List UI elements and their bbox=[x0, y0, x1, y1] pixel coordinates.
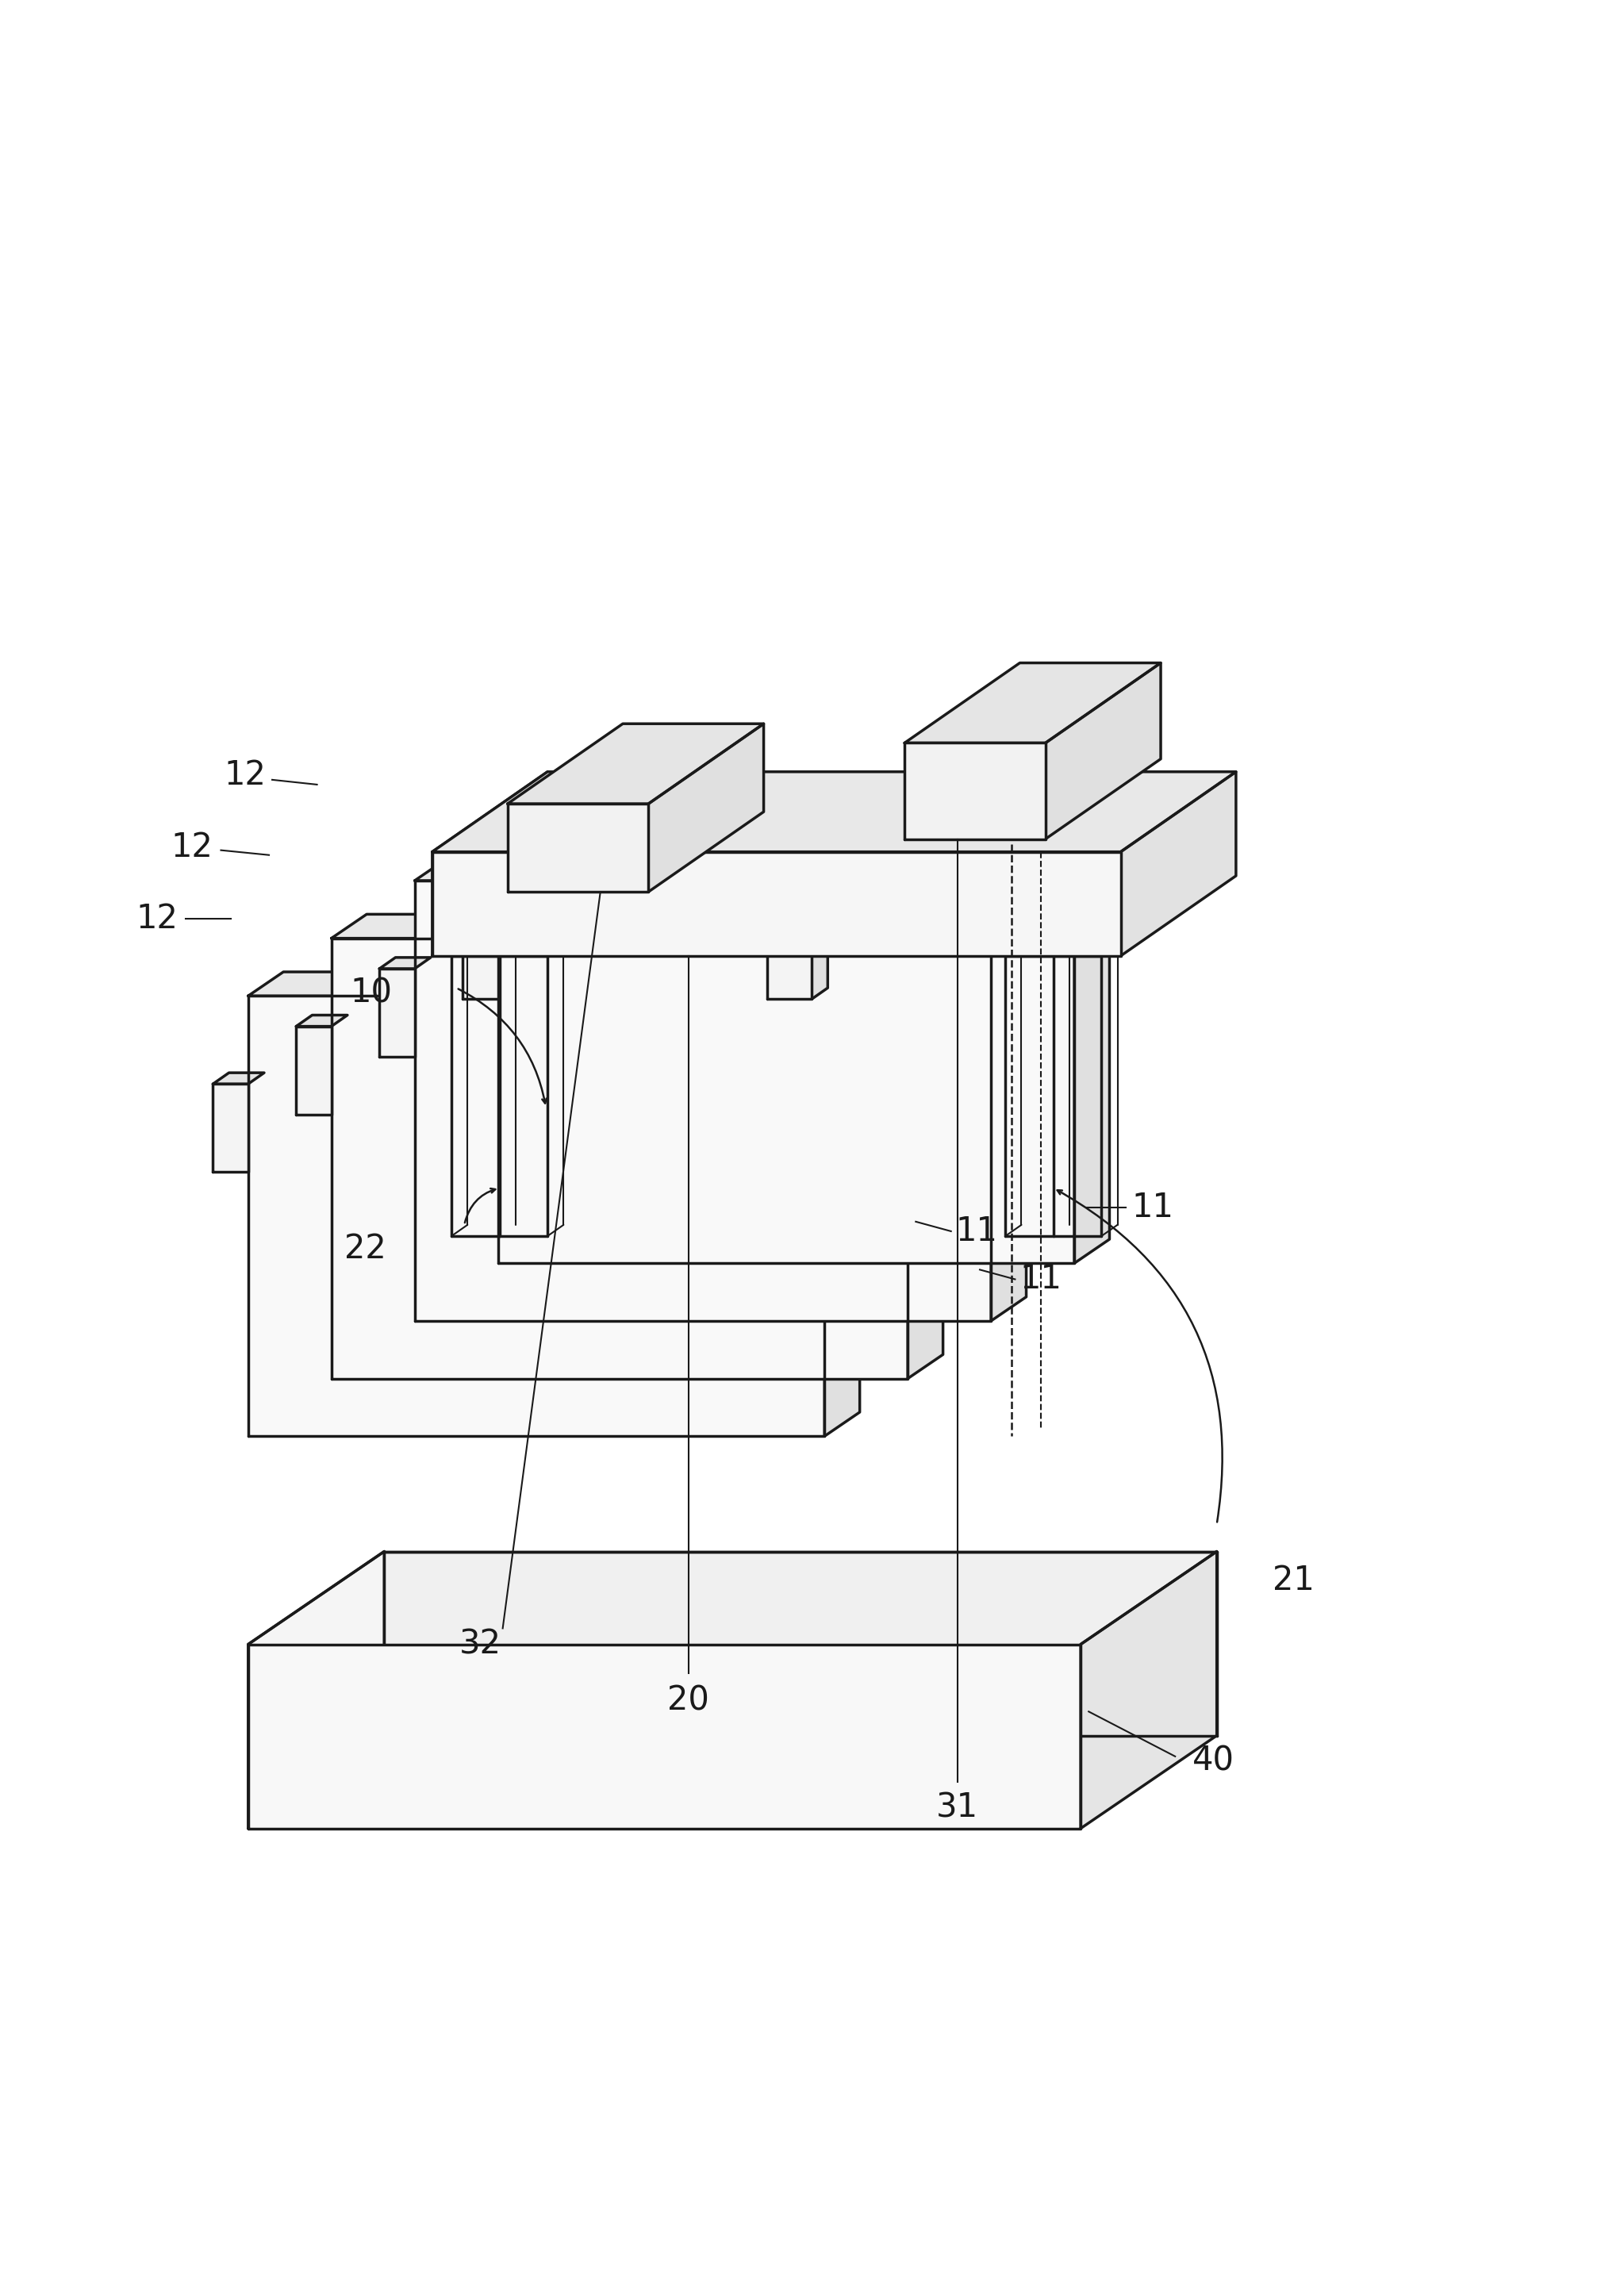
Polygon shape bbox=[648, 723, 764, 891]
Polygon shape bbox=[1045, 664, 1161, 838]
Text: 22: 22 bbox=[344, 1233, 386, 1265]
Polygon shape bbox=[908, 914, 943, 1378]
Text: 20: 20 bbox=[668, 1683, 709, 1717]
Polygon shape bbox=[905, 744, 1045, 838]
Polygon shape bbox=[463, 900, 514, 912]
Polygon shape bbox=[248, 1552, 384, 1828]
Polygon shape bbox=[213, 1072, 264, 1084]
Polygon shape bbox=[498, 799, 1109, 822]
Polygon shape bbox=[978, 785, 994, 884]
Polygon shape bbox=[1121, 771, 1236, 955]
Polygon shape bbox=[432, 852, 1121, 955]
Polygon shape bbox=[463, 912, 498, 999]
Polygon shape bbox=[850, 854, 895, 941]
Polygon shape bbox=[933, 797, 978, 884]
Polygon shape bbox=[498, 822, 1074, 1263]
Polygon shape bbox=[825, 971, 860, 1437]
Polygon shape bbox=[248, 971, 860, 996]
Polygon shape bbox=[415, 856, 1026, 882]
Polygon shape bbox=[508, 723, 764, 804]
Text: 12: 12 bbox=[171, 831, 213, 863]
Text: 12: 12 bbox=[136, 902, 178, 937]
Polygon shape bbox=[905, 664, 1161, 744]
Text: 21: 21 bbox=[1273, 1564, 1314, 1598]
Polygon shape bbox=[767, 912, 812, 999]
Polygon shape bbox=[384, 1552, 1217, 1736]
Text: 11: 11 bbox=[1020, 1263, 1061, 1295]
Polygon shape bbox=[213, 1084, 248, 1171]
Polygon shape bbox=[850, 843, 911, 854]
Polygon shape bbox=[812, 900, 828, 999]
Polygon shape bbox=[296, 1026, 331, 1114]
Polygon shape bbox=[991, 856, 1026, 1320]
Text: 40: 40 bbox=[1193, 1745, 1234, 1777]
Polygon shape bbox=[379, 957, 431, 969]
Polygon shape bbox=[331, 914, 943, 939]
Polygon shape bbox=[1074, 799, 1109, 1263]
Polygon shape bbox=[296, 1015, 347, 1026]
Polygon shape bbox=[767, 900, 828, 912]
Polygon shape bbox=[432, 771, 548, 955]
Polygon shape bbox=[432, 771, 1236, 852]
Text: 10: 10 bbox=[351, 976, 392, 1010]
Text: 11: 11 bbox=[956, 1215, 997, 1249]
Polygon shape bbox=[379, 969, 415, 1056]
Text: 12: 12 bbox=[224, 758, 266, 792]
Polygon shape bbox=[248, 996, 825, 1437]
Polygon shape bbox=[508, 804, 648, 891]
Text: 32: 32 bbox=[459, 1628, 501, 1660]
Polygon shape bbox=[331, 939, 908, 1378]
Polygon shape bbox=[248, 1644, 1081, 1828]
Polygon shape bbox=[895, 843, 911, 941]
Polygon shape bbox=[1081, 1552, 1217, 1828]
Text: 11: 11 bbox=[1132, 1192, 1174, 1224]
Polygon shape bbox=[933, 785, 994, 797]
Text: 31: 31 bbox=[937, 1791, 978, 1825]
Polygon shape bbox=[415, 882, 991, 1320]
